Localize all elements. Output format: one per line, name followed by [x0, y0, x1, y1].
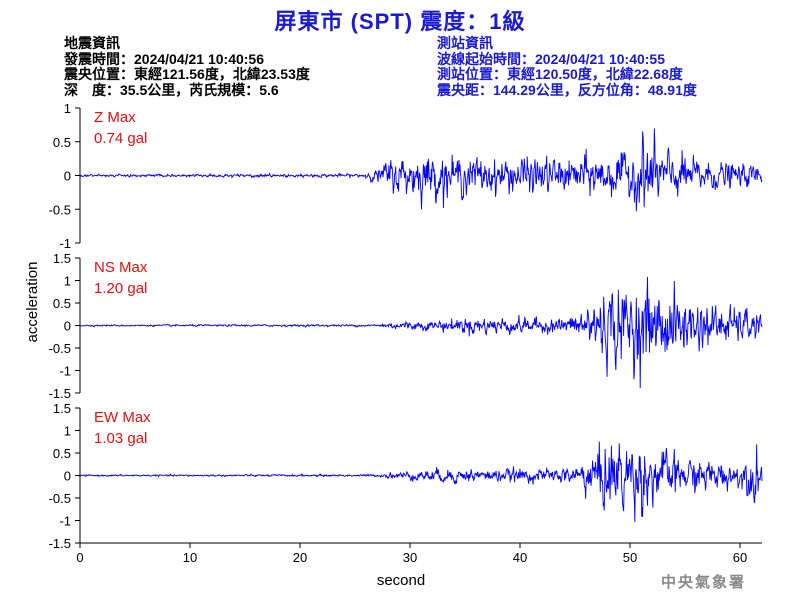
y-tick-label: 1 — [64, 101, 71, 116]
y-tick-label: 0.5 — [53, 135, 71, 150]
y-tick-label: -1 — [59, 364, 71, 379]
distance-azimuth: 震央距：144.29公里，反方位角：48.91度 — [437, 81, 697, 98]
y-tick-label: 1 — [64, 274, 71, 289]
channel-name-label: NS Max — [94, 259, 148, 276]
x-tick-label: 10 — [183, 550, 197, 565]
y-tick-label: 0 — [64, 319, 71, 334]
wave-start-time: 波線起始時間：2024/04/21 10:40:55 — [437, 50, 665, 67]
channel-max-label: 1.20 gal — [94, 280, 147, 297]
y-tick-label: -1.5 — [49, 536, 71, 551]
x-tick-label: 30 — [403, 550, 417, 565]
waveform-trace-z — [79, 128, 763, 212]
y-tick-label: -0.5 — [49, 341, 71, 356]
x-tick-label: 20 — [293, 550, 307, 565]
channel-name-label: Z Max — [94, 109, 136, 126]
agency-name: 中央氣象署 — [660, 573, 746, 591]
y-tick-label: -0.5 — [49, 202, 71, 217]
y-tick-label: -1 — [59, 514, 71, 529]
y-tick-label: 0 — [64, 469, 71, 484]
y-tick-label: -1 — [59, 236, 71, 251]
y-tick-label: 1.5 — [53, 401, 71, 416]
channel-name-label: EW Max — [94, 409, 151, 426]
x-axis-title: second — [377, 572, 425, 589]
origin-time: 發震時間：2024/04/21 10:40:56 — [64, 50, 264, 67]
x-tick-label: 60 — [733, 550, 747, 565]
y-tick-label: 1.5 — [53, 251, 71, 266]
x-tick-label: 40 — [513, 550, 527, 565]
earthquake-info: 地震資訊 發震時間：2024/04/21 10:40:56 震央位置：東經121… — [64, 35, 310, 98]
waveform-trace-ew — [79, 441, 763, 523]
station-info-heading: 測站資訊 — [437, 35, 493, 51]
earthquake-info-heading: 地震資訊 — [64, 35, 120, 51]
page-title: 屏東市 (SPT) 震度：1級 — [274, 9, 526, 34]
y-tick-label: -1.5 — [49, 386, 71, 401]
depth-magnitude: 深 度：35.5公里，芮氏規模：5.6 — [64, 81, 279, 98]
x-tick-label: 50 — [623, 550, 637, 565]
y-tick-label: 0.5 — [53, 296, 71, 311]
epicenter-location: 震央位置：東經121.56度，北緯23.53度 — [64, 66, 310, 82]
y-tick-label: 1 — [64, 424, 71, 439]
y-tick-label: 0.5 — [53, 446, 71, 461]
y-axis-title: acceleration — [24, 262, 41, 343]
channel-max-label: 0.74 gal — [94, 130, 147, 147]
channel-max-label: 1.03 gal — [94, 430, 147, 447]
waveform-trace-ns — [79, 276, 763, 389]
y-tick-label: 0 — [64, 169, 71, 184]
station-info: 測站資訊 波線起始時間：2024/04/21 10:40:55 測站位置：東經1… — [437, 35, 697, 98]
y-tick-label: -0.5 — [49, 491, 71, 506]
x-tick-label: 0 — [76, 550, 83, 565]
station-location: 測站位置：東經120.50度，北緯22.68度 — [437, 66, 683, 82]
